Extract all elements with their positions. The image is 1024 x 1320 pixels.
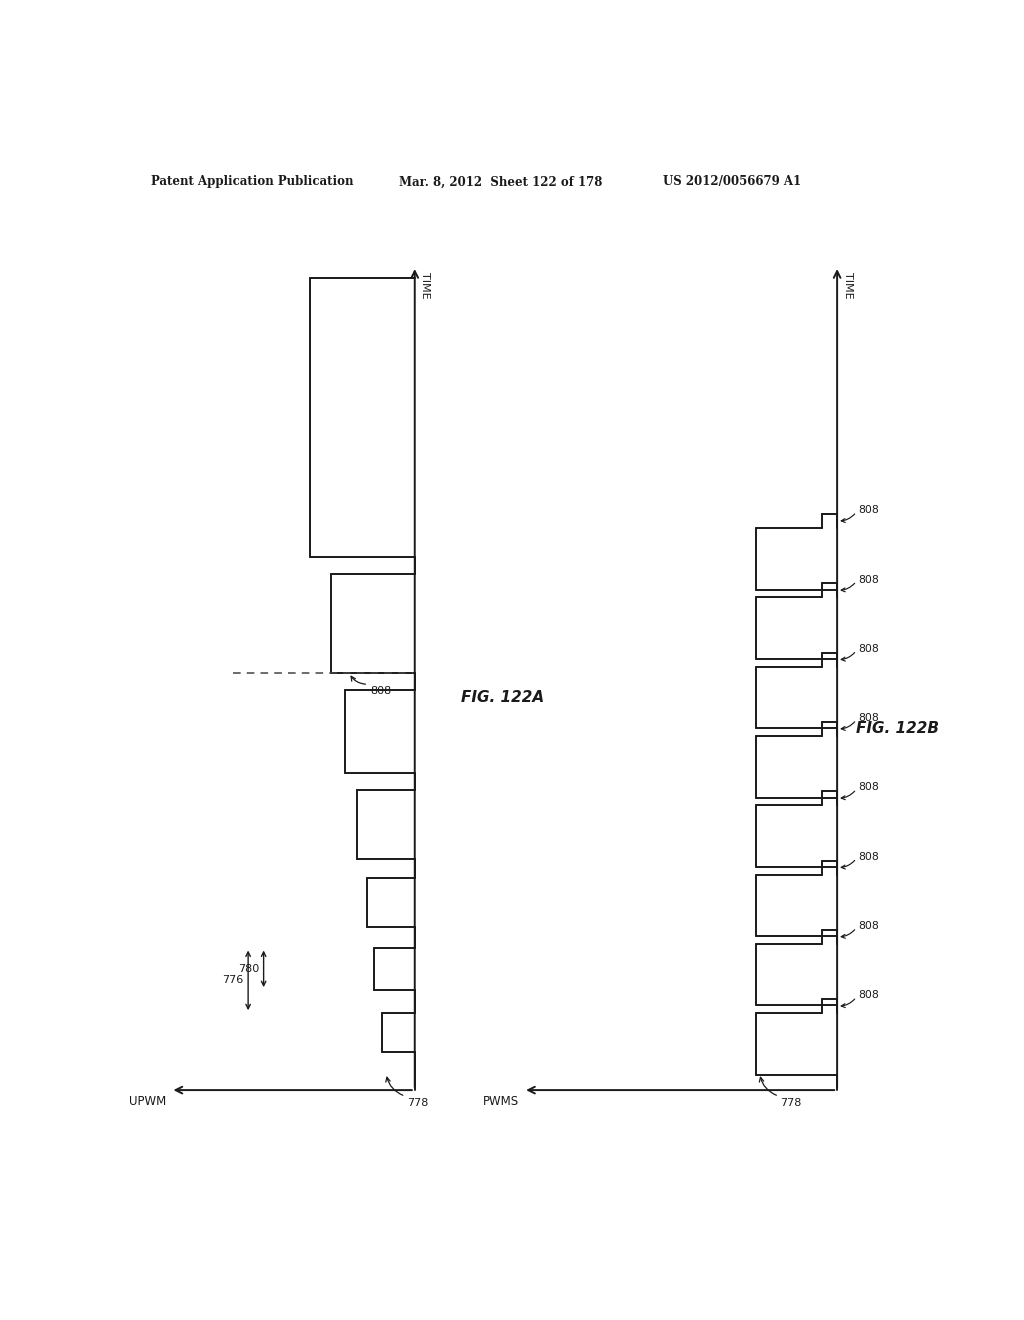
Text: 778: 778 [407, 1098, 428, 1107]
Text: 808: 808 [858, 506, 879, 515]
Text: FIG. 122A: FIG. 122A [461, 690, 545, 705]
Text: 808: 808 [858, 921, 879, 931]
Text: Patent Application Publication: Patent Application Publication [152, 176, 353, 189]
Text: 808: 808 [858, 783, 879, 792]
Text: 808: 808 [858, 644, 879, 653]
Text: 808: 808 [858, 574, 879, 585]
Text: 808: 808 [370, 686, 391, 696]
Text: US 2012/0056679 A1: US 2012/0056679 A1 [663, 176, 801, 189]
Text: 776: 776 [222, 975, 244, 985]
Text: 808: 808 [858, 713, 879, 723]
Text: 808: 808 [858, 990, 879, 1001]
Text: PWMS: PWMS [483, 1096, 519, 1109]
Text: 778: 778 [780, 1098, 802, 1107]
Text: Mar. 8, 2012  Sheet 122 of 178: Mar. 8, 2012 Sheet 122 of 178 [399, 176, 603, 189]
Text: TIME: TIME [420, 272, 430, 300]
Text: TIME: TIME [843, 272, 853, 300]
Text: FIG. 122B: FIG. 122B [856, 721, 939, 735]
Text: 808: 808 [858, 851, 879, 862]
Text: 780: 780 [238, 964, 259, 974]
Text: UPWM: UPWM [129, 1096, 167, 1109]
